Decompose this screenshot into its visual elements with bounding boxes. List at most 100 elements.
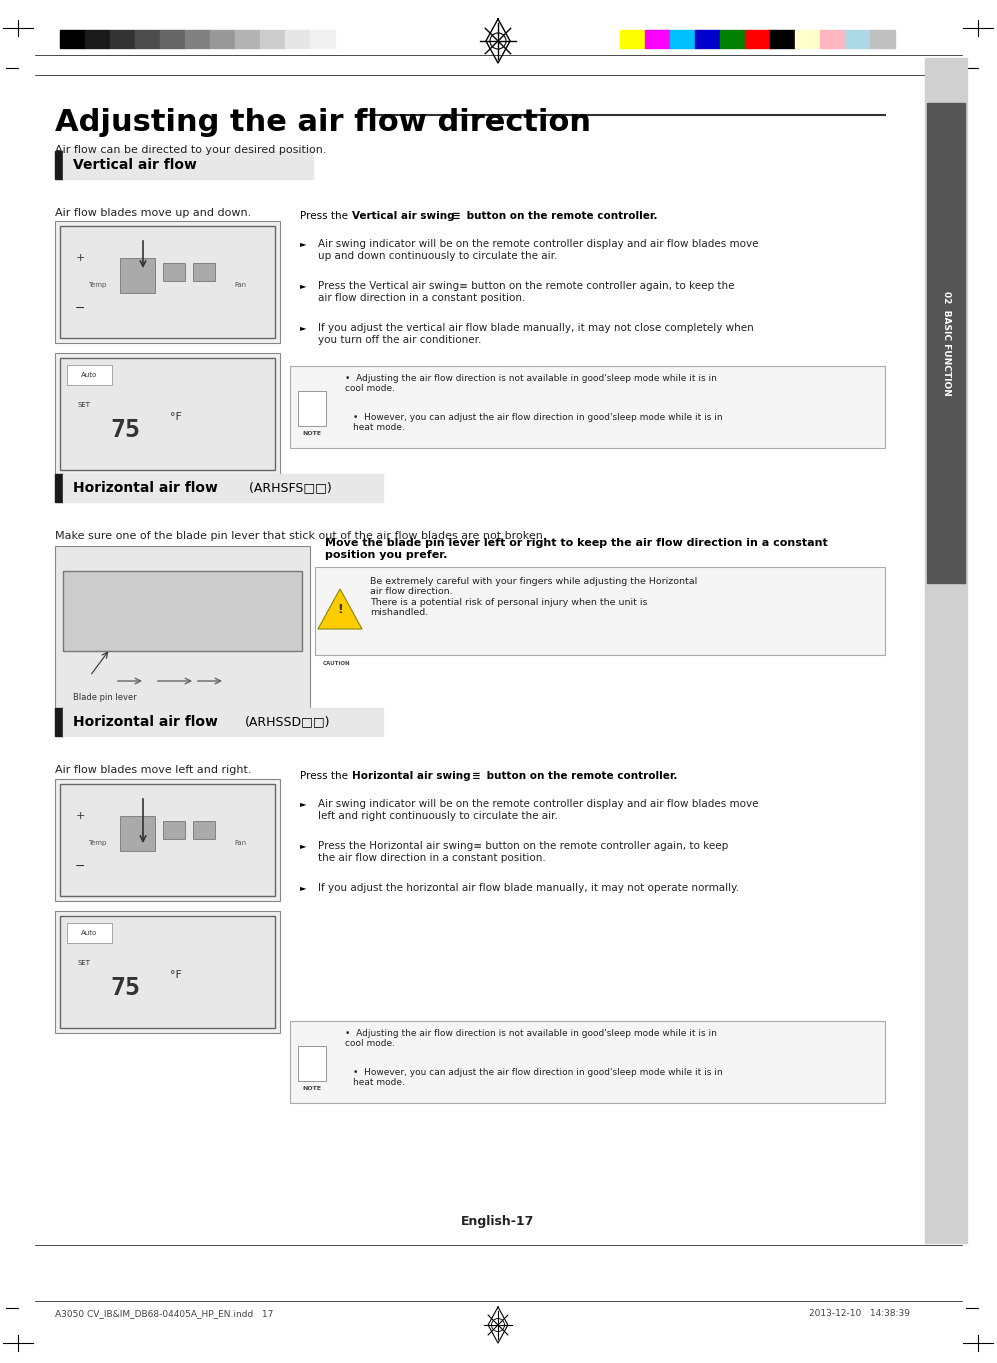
Bar xyxy=(298,1045,326,1081)
Bar xyxy=(290,1021,885,1103)
Text: Adjusting the air flow direction: Adjusting the air flow direction xyxy=(55,108,591,138)
Text: button on the remote controller.: button on the remote controller. xyxy=(483,771,678,781)
Bar xyxy=(67,923,112,943)
Bar xyxy=(285,30,310,48)
Bar xyxy=(193,263,215,281)
Bar xyxy=(63,707,383,736)
Bar xyxy=(695,30,720,48)
Polygon shape xyxy=(318,589,362,628)
Bar xyxy=(55,910,280,1033)
Text: SET: SET xyxy=(77,960,90,966)
Bar xyxy=(210,30,235,48)
Bar xyxy=(55,707,63,736)
Text: ≡: ≡ xyxy=(472,771,481,781)
Text: Make sure one of the blade pin lever that stick out of the air flow blades are n: Make sure one of the blade pin lever tha… xyxy=(55,532,546,541)
Bar xyxy=(645,30,670,48)
Text: •  However, you can adjust the air flow direction in good'sleep mode while it is: • However, you can adjust the air flow d… xyxy=(353,413,723,432)
Text: Air flow blades move up and down.: Air flow blades move up and down. xyxy=(55,209,251,218)
Text: NOTE: NOTE xyxy=(302,431,321,436)
Text: Blade pin lever: Blade pin lever xyxy=(73,692,137,702)
Text: Horizontal air flow: Horizontal air flow xyxy=(73,481,218,495)
Text: 02  BASIC FUNCTION: 02 BASIC FUNCTION xyxy=(941,290,950,395)
Text: Move the blade pin lever left or right to keep the air flow direction in a const: Move the blade pin lever left or right t… xyxy=(325,538,828,560)
Text: °F: °F xyxy=(170,970,181,980)
Bar xyxy=(163,821,185,840)
Text: Vertical air swing: Vertical air swing xyxy=(352,211,455,221)
Bar xyxy=(120,258,155,293)
Bar xyxy=(235,30,260,48)
Bar xyxy=(290,367,885,448)
Bar xyxy=(60,30,85,48)
Bar xyxy=(820,30,845,48)
Text: Press the: Press the xyxy=(300,211,351,221)
Bar xyxy=(770,30,795,48)
Text: English-17: English-17 xyxy=(462,1214,534,1228)
Bar xyxy=(63,571,302,652)
Text: −: − xyxy=(75,301,86,315)
Bar xyxy=(315,567,885,656)
Text: Fan: Fan xyxy=(234,282,246,288)
Bar xyxy=(845,30,870,48)
Text: −: − xyxy=(75,860,86,872)
Bar xyxy=(160,30,185,48)
Text: (ARHSFS□□): (ARHSFS□□) xyxy=(245,481,332,495)
Bar xyxy=(60,358,275,470)
Bar xyxy=(60,784,275,895)
Text: Vertical air flow: Vertical air flow xyxy=(73,158,196,172)
Text: ►: ► xyxy=(300,883,306,891)
Bar xyxy=(670,30,695,48)
Bar xyxy=(185,30,210,48)
Bar xyxy=(298,391,326,427)
Text: Press the Vertical air swing≡ button on the remote controller again, to keep the: Press the Vertical air swing≡ button on … xyxy=(318,281,735,303)
Text: +: + xyxy=(76,254,85,263)
Bar xyxy=(63,474,383,502)
Bar xyxy=(193,821,215,840)
Text: ►: ► xyxy=(300,323,306,333)
Text: •  Adjusting the air flow direction is not available in good'sleep mode while it: • Adjusting the air flow direction is no… xyxy=(345,373,717,394)
Bar xyxy=(63,151,313,179)
Text: ►: ► xyxy=(300,799,306,808)
Bar xyxy=(745,30,770,48)
Bar xyxy=(67,365,112,384)
Text: Be extremely careful with your fingers while adjusting the Horizontal
air flow d: Be extremely careful with your fingers w… xyxy=(370,577,697,617)
Bar xyxy=(55,547,310,711)
Text: °F: °F xyxy=(170,412,181,423)
Bar xyxy=(55,221,280,343)
Bar xyxy=(720,30,745,48)
Bar xyxy=(55,151,63,179)
Text: Air swing indicator will be on the remote controller display and air flow blades: Air swing indicator will be on the remot… xyxy=(318,239,759,260)
Text: Air flow can be directed to your desired position.: Air flow can be directed to your desired… xyxy=(55,144,326,155)
Bar xyxy=(55,474,63,502)
Text: Auto: Auto xyxy=(81,930,97,936)
Text: Air swing indicator will be on the remote controller display and air flow blades: Air swing indicator will be on the remot… xyxy=(318,799,759,821)
Bar xyxy=(925,59,967,1243)
Text: Auto: Auto xyxy=(81,372,97,378)
Bar xyxy=(60,916,275,1028)
Text: If you adjust the horizontal air flow blade manually, it may not operate normall: If you adjust the horizontal air flow bl… xyxy=(318,883,739,893)
Text: A3050 CV_IB&IM_DB68-04405A_HP_EN.indd   17: A3050 CV_IB&IM_DB68-04405A_HP_EN.indd 17 xyxy=(55,1308,273,1318)
Text: (ARHSSD□□): (ARHSSD□□) xyxy=(245,716,330,728)
Bar xyxy=(163,263,185,281)
Text: ►: ► xyxy=(300,841,306,851)
Bar xyxy=(870,30,895,48)
Bar xyxy=(135,30,160,48)
Text: ≡: ≡ xyxy=(452,211,461,221)
Text: NOTE: NOTE xyxy=(302,1086,321,1090)
Text: 75: 75 xyxy=(110,976,140,1000)
Text: Temp: Temp xyxy=(88,282,107,288)
Text: •  Adjusting the air flow direction is not available in good'sleep mode while it: • Adjusting the air flow direction is no… xyxy=(345,1029,717,1048)
Bar xyxy=(60,226,275,338)
Text: 2013-12-10   14:38:39: 2013-12-10 14:38:39 xyxy=(809,1308,910,1318)
Text: ►: ► xyxy=(300,281,306,290)
Bar xyxy=(55,780,280,901)
Text: Horizontal air swing: Horizontal air swing xyxy=(352,771,471,781)
Text: Press the Horizontal air swing≡ button on the remote controller again, to keep
t: Press the Horizontal air swing≡ button o… xyxy=(318,841,728,863)
Bar xyxy=(110,30,135,48)
Text: ►: ► xyxy=(300,239,306,248)
Text: CAUTION: CAUTION xyxy=(323,661,351,667)
Bar xyxy=(120,816,155,851)
Text: Fan: Fan xyxy=(234,840,246,846)
Bar xyxy=(85,30,110,48)
Text: 75: 75 xyxy=(110,418,140,442)
Bar xyxy=(310,30,335,48)
